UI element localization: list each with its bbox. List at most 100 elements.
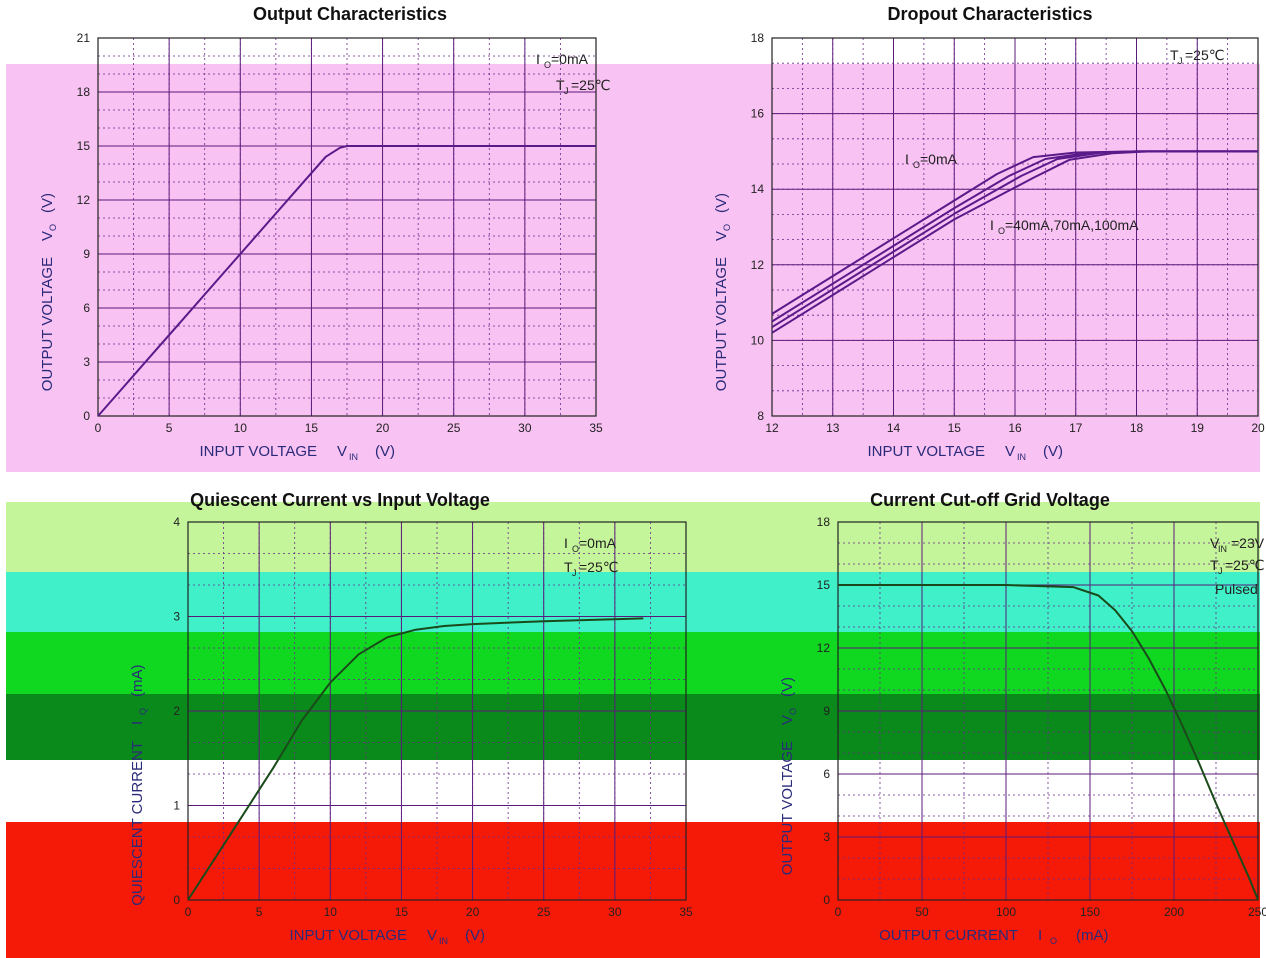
x-tick-label: 50 bbox=[915, 905, 929, 919]
x-tick-label: 25 bbox=[447, 421, 461, 435]
y-axis-label: QUIESCENT CURRENT bbox=[129, 741, 146, 906]
x-tick-label: 0 bbox=[185, 905, 192, 919]
y-tick-label: 3 bbox=[823, 830, 830, 844]
y-tick-label: 12 bbox=[77, 193, 91, 207]
x-tick-label: 18 bbox=[1130, 421, 1144, 435]
annotation: Pulsed bbox=[1215, 581, 1258, 597]
y-axis-symbol: V bbox=[779, 715, 796, 725]
x-tick-label: 30 bbox=[518, 421, 532, 435]
annotation-value: =0mA bbox=[551, 51, 589, 67]
y-tick-label: 10 bbox=[751, 333, 765, 347]
x-tick-label: 20 bbox=[376, 421, 390, 435]
chart-title: Output Characteristics bbox=[252, 4, 448, 24]
annotation: I O =0mA bbox=[905, 151, 958, 170]
annotation-value: =40mA,70mA,100mA bbox=[1005, 217, 1139, 233]
x-tick-label: 15 bbox=[395, 905, 409, 919]
y-axis-subscript: O bbox=[722, 224, 732, 231]
annotation-value: =0mA bbox=[920, 151, 958, 167]
y-tick-label: 9 bbox=[823, 704, 830, 718]
y-tick-label: 0 bbox=[83, 409, 90, 423]
annotation-symbol: T bbox=[1170, 47, 1179, 63]
chart-output: 0 5 10 15 20 25 30 35 0 3 6 9 12 15 18 21 INPUT VOLTAGE V… bbox=[39, 31, 610, 462]
x-tick-label: 20 bbox=[466, 905, 480, 919]
y-axis-subscript: Q bbox=[138, 708, 148, 715]
y-tick-label: 15 bbox=[817, 578, 831, 592]
annotation-symbol: T bbox=[564, 559, 573, 575]
annotation-value: =0mA bbox=[579, 535, 617, 551]
annotation-value: =25℃ bbox=[1225, 557, 1264, 573]
annotation-symbol: I bbox=[564, 535, 568, 551]
annotation-subscript: J bbox=[1178, 56, 1183, 66]
x-tick-label: 250 bbox=[1248, 905, 1266, 919]
y-tick-label: 3 bbox=[83, 355, 90, 369]
annotation: T J =25℃ bbox=[1210, 557, 1264, 576]
y-axis-label-group: OUTPUT VOLTAGE VO (V) bbox=[713, 193, 732, 391]
x-axis-symbol: V bbox=[337, 443, 347, 460]
x-tick-label: 30 bbox=[608, 905, 622, 919]
annotation-value: =25℃ bbox=[579, 559, 618, 575]
color-band bbox=[6, 632, 1260, 694]
x-tick-label: 13 bbox=[826, 421, 840, 435]
y-axis-label: OUTPUT VOLTAGE bbox=[39, 257, 56, 391]
color-band bbox=[6, 822, 1260, 958]
y-tick-label: 18 bbox=[77, 85, 91, 99]
x-tick-label: 17 bbox=[1069, 421, 1083, 435]
x-tick-label: 35 bbox=[589, 421, 603, 435]
y-tick-label: 12 bbox=[817, 641, 831, 655]
x-axis-unit: (V) bbox=[465, 927, 485, 944]
x-tick-label: 10 bbox=[234, 421, 248, 435]
x-axis-label: INPUT VOLTAGE bbox=[199, 443, 317, 460]
y-tick-label: 6 bbox=[83, 301, 90, 315]
x-tick-label: 15 bbox=[305, 421, 319, 435]
plot-frame bbox=[771, 37, 1259, 417]
plot-frame bbox=[97, 37, 597, 417]
y-axis-subscript: O bbox=[788, 708, 798, 715]
y-tick-label: 1 bbox=[173, 799, 180, 813]
annotation-symbol: T bbox=[556, 77, 565, 93]
chart-title: Dropout Characteristics bbox=[887, 4, 1093, 24]
x-tick-label: 20 bbox=[1251, 421, 1265, 435]
annotation-subscript: IN bbox=[1218, 544, 1227, 554]
y-tick-label: 0 bbox=[173, 893, 180, 907]
y-axis-unit: (mA) bbox=[129, 665, 146, 698]
chart-title: Quiescent Current vs Input Voltage bbox=[190, 490, 490, 510]
x-axis-label: OUTPUT CURRENT bbox=[879, 927, 1018, 944]
y-tick-label: 12 bbox=[751, 258, 765, 272]
x-axis-symbol: V bbox=[427, 927, 437, 944]
annotation-subscript: O bbox=[572, 544, 579, 554]
annotation-symbol: I bbox=[905, 151, 909, 167]
series-line bbox=[838, 584, 1259, 901]
annotation-value: =25℃ bbox=[1185, 47, 1224, 63]
x-tick-label: 12 bbox=[765, 421, 779, 435]
chart-cutoff: 0 50 100 150 200 250 0 3 6 9 12 15 18 OUTPUT CURRENT I… bbox=[779, 515, 1266, 946]
y-axis-unit: (V) bbox=[39, 193, 56, 213]
annotation-symbol: Pulsed bbox=[1215, 581, 1258, 597]
x-tick-label: 25 bbox=[537, 905, 551, 919]
x-axis-subscript: O bbox=[1050, 936, 1057, 946]
annotation: VIN =23V bbox=[1210, 535, 1265, 554]
plot-frame bbox=[187, 521, 687, 901]
annotation: T J =25℃ bbox=[564, 559, 618, 578]
y-tick-label: 18 bbox=[751, 31, 765, 45]
annotation: T J =25℃ bbox=[556, 77, 610, 96]
x-axis-label: INPUT VOLTAGE bbox=[867, 443, 985, 460]
annotation-subscript: J bbox=[564, 86, 569, 96]
annotation-subscript: O bbox=[998, 226, 1005, 236]
color-band bbox=[6, 694, 1260, 760]
x-axis-label: INPUT VOLTAGE bbox=[289, 927, 407, 944]
x-tick-label: 35 bbox=[679, 905, 693, 919]
y-axis-symbol: V bbox=[39, 231, 56, 241]
annotation: I O =40mA,70mA,100mA bbox=[990, 217, 1139, 236]
chart-quiescent: 0 5 10 15 20 25 30 35 0 1 2 3 4 INPUT VOLTAGE V IN (V) QU… bbox=[129, 515, 693, 946]
y-axis-unit: (V) bbox=[713, 193, 730, 213]
plot-frame bbox=[837, 521, 1259, 901]
y-axis-label-group: QUIESCENT CURRENT I Q (mA) bbox=[129, 665, 148, 906]
x-axis-unit: (V) bbox=[375, 443, 395, 460]
x-tick-label: 5 bbox=[256, 905, 263, 919]
y-axis-label: OUTPUT VOLTAGE bbox=[779, 741, 796, 875]
y-tick-label: 3 bbox=[173, 610, 180, 624]
x-tick-label: 0 bbox=[835, 905, 842, 919]
annotation-symbol: T bbox=[1210, 557, 1219, 573]
annotation-symbol: I bbox=[990, 217, 994, 233]
